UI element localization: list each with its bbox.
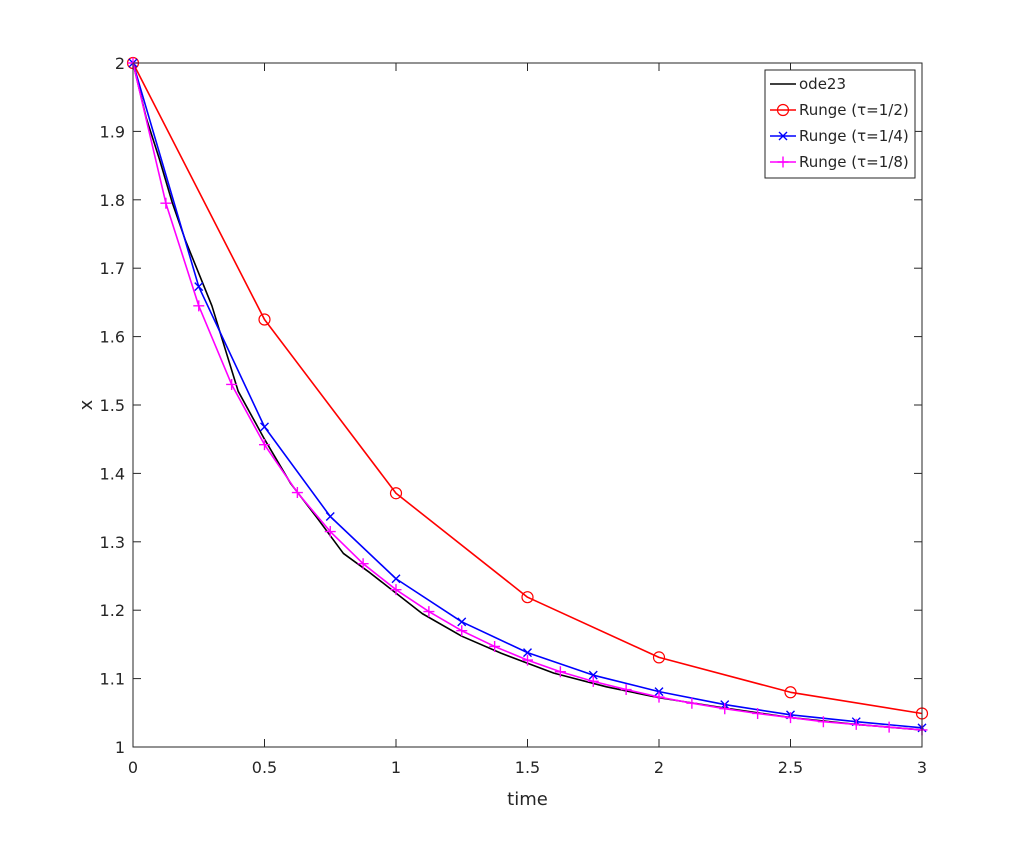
legend-item-0: ode23: [770, 75, 846, 93]
x-tick-label: 2.5: [778, 758, 803, 777]
y-tick-label: 1.8: [100, 191, 125, 210]
data-point-2-6: [523, 648, 532, 658]
data-point-3-13: [554, 666, 566, 678]
data-point-3-2: [193, 300, 205, 312]
legend-label-3: Runge (τ=1/8): [799, 153, 909, 171]
data-point-3-12: [522, 654, 533, 666]
data-point-2-1: [194, 282, 204, 292]
data-point-3-3: [226, 378, 238, 390]
data-point-3-17: [686, 697, 698, 709]
data-point-3-22: [850, 718, 862, 730]
y-tick-label: 1.5: [100, 396, 125, 415]
data-point-3-10: [456, 625, 468, 637]
y-axis-label: x: [76, 399, 97, 410]
data-point-1-4: [652, 651, 666, 664]
data-point-3-7: [357, 558, 369, 570]
data-point-3-23: [883, 721, 895, 733]
legend-label-1: Runge (τ=1/2): [799, 101, 909, 119]
data-point-3-14: [587, 675, 599, 687]
legend-item-2: Runge (τ=1/4): [770, 127, 909, 145]
series-line-1: [132, 62, 923, 715]
legend-label-0: ode23: [799, 75, 846, 93]
legend-label-2: Runge (τ=1/4): [799, 127, 909, 145]
data-point-1-2: [389, 487, 403, 500]
y-tick-label: 1.4: [100, 464, 125, 483]
data-point-3-1: [160, 197, 172, 209]
data-point-2-4: [391, 574, 401, 584]
legend-item-1: Runge (τ=1/2): [770, 101, 909, 119]
x-tick-label: 2: [654, 758, 664, 777]
data-point-3-19: [752, 707, 764, 719]
y-tick-label: 1.2: [100, 601, 125, 620]
data-point-1-3: [521, 591, 534, 604]
y-tick-label: 1.7: [100, 259, 125, 278]
data-point-2-7: [588, 670, 598, 680]
data-point-3-5: [291, 487, 303, 499]
legend-item-3: Runge (τ=1/8): [770, 153, 909, 171]
legend-box: [764, 69, 916, 179]
data-point-3-18: [719, 703, 731, 715]
data-point-2-5: [457, 617, 467, 627]
data-point-1-5: [784, 686, 797, 699]
legend-marker-2: [778, 131, 788, 141]
y-tick-label: 1: [115, 738, 125, 757]
x-tick-label: 1: [391, 758, 401, 777]
x-tick-label: 1.5: [515, 758, 540, 777]
data-point-1-1: [258, 313, 271, 326]
data-point-3-4: [259, 439, 270, 451]
data-point-3-11: [489, 640, 501, 652]
data-point-3-21: [817, 716, 829, 728]
data-point-3-15: [620, 684, 632, 696]
x-axis-label: time: [507, 789, 548, 810]
data-point-3-9: [423, 606, 435, 618]
data-point-2-3: [325, 511, 335, 521]
x-tick-label: 0: [128, 758, 138, 777]
y-tick-label: 2: [115, 54, 125, 73]
data-point-3-8: [390, 584, 402, 596]
series-layer: [126, 56, 929, 736]
x-tick-label: 0.5: [252, 758, 277, 777]
x-tick-label: 3: [917, 758, 927, 777]
data-point-3-6: [324, 526, 336, 538]
y-tick-label: 1.3: [100, 533, 125, 552]
series-3: [127, 57, 928, 736]
y-tick-label: 1.1: [100, 670, 125, 689]
axes-layer: 0 0.5 1 1.5 2 2.5 3 1 1.1 1.2 1.3 1.4 1.5 1.6 1.7 1.8 1.…: [76, 54, 927, 810]
y-tick-label: 1.6: [100, 328, 125, 347]
data-point-3-16: [653, 691, 665, 703]
y-tick-label: 1.9: [100, 122, 125, 141]
data-point-2-2: [260, 422, 269, 432]
legend-marker-1: [776, 103, 790, 117]
legend: ode23 Runge (τ=1/2) Runge (τ=1/4) Runge (τ=…: [764, 69, 916, 179]
data-point-3-20: [785, 712, 796, 724]
legend-marker-3: [777, 156, 789, 168]
